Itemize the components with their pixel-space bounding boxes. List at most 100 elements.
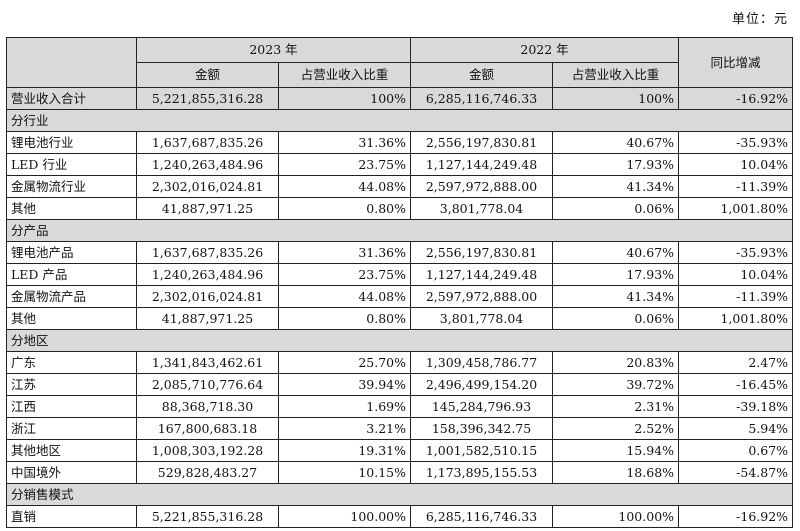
amount-2022: 2,597,972,888.00 [410,285,554,308]
row-label: LED 行业 [6,153,137,176]
share-2022: 41.34% [552,175,680,198]
yoy-change: 2.47% [678,351,794,374]
row-label: 金属物流行业 [6,175,137,198]
yoy-change: -16.92% [678,87,794,110]
section-header-row: 分产品 [5,219,794,242]
row-label: 营业收入合计 [6,87,137,110]
share-2022: 17.93% [552,263,680,286]
amount-2022: 145,284,796.93 [410,395,554,418]
yoy-change: 0.67% [678,439,794,462]
header-year-2022: 2022 年 [410,37,680,63]
header-share-2023: 占营业收入比重 [277,62,412,88]
section-title: 分地区 [5,329,794,352]
section-title: 分销售模式 [5,483,794,506]
header-row-years: 2023 年 2022 年 同比增减 [6,37,794,88]
share-2022: 17.93% [552,153,680,176]
table-row: 金属物流行业 2,302,016,024.81 44.08% 2,597,972,88… [6,175,794,198]
amount-2022: 1,127,144,249.48 [410,153,554,176]
amount-2023: 1,008,303,192.28 [136,439,279,462]
amount-2022: 1,127,144,249.48 [410,263,554,286]
amount-2023: 5,221,855,316.28 [136,505,279,528]
yoy-change: 1,001.80% [678,307,794,330]
amount-2023: 167,800,683.18 [136,417,279,440]
share-2022: 41.34% [552,285,680,308]
amount-2023: 2,302,016,024.81 [136,175,279,198]
yoy-change: -35.93% [678,131,794,154]
yoy-change: -11.39% [678,175,794,198]
yoy-change: 10.04% [678,153,794,176]
share-2023: 0.80% [277,197,412,220]
revenue-table: 2023 年 2022 年 同比增减 金额 占营业收入比重 金额 占营业收入比重… [5,37,794,528]
amount-2022: 2,556,197,830.81 [410,131,554,154]
header-share-2022: 占营业收入比重 [552,62,680,88]
table-row: 江西 88,368,718.30 1.69% 145,284,796.93 2.31% -… [6,395,794,418]
row-label: 中国境外 [6,461,137,484]
amount-2023: 41,887,971.25 [136,307,279,330]
share-2022: 100.00% [552,505,680,528]
row-label: 浙江 [6,417,137,440]
table-row: 浙江 167,800,683.18 3.21% 158,396,342.75 2.52%… [6,417,794,440]
yoy-change: -11.39% [678,285,794,308]
yoy-change: -54.87% [678,461,794,484]
table-row: LED 行业 1,240,263,484.96 23.75% 1,127,144,24… [6,153,794,176]
share-2023: 25.70% [277,351,412,374]
amount-2023: 1,637,687,835.26 [136,241,279,264]
table-row: 其他 41,887,971.25 0.80% 3,801,778.04 0.06% 1,0… [6,307,794,330]
yoy-change: -39.18% [678,395,794,418]
row-label: 直销 [6,505,137,528]
row-label: 其他 [6,197,137,220]
yoy-change: 1,001.80% [678,197,794,220]
share-2023: 1.69% [277,395,412,418]
share-2022: 18.68% [552,461,680,484]
table-row: 锂电池产品 1,637,687,835.26 31.36% 2,556,197,830… [6,241,794,264]
amount-2023: 1,637,687,835.26 [136,131,279,154]
share-2023: 39.94% [277,373,412,396]
row-label: 其他 [6,307,137,330]
share-2022: 2.31% [552,395,680,418]
share-2022: 0.06% [552,197,680,220]
table-row: 金属物流产品 2,302,016,024.81 44.08% 2,597,972,88… [6,285,794,308]
total-row: 营业收入合计 5,221,855,316.28 100% 6,285,116,7… [6,87,794,110]
header-year-2023: 2023 年 [135,37,412,63]
table-row: 锂电池行业 1,637,687,835.26 31.36% 2,556,197,830… [6,131,794,154]
share-2023: 100.00% [277,505,412,528]
share-2022: 0.06% [552,307,680,330]
table-row: LED 产品 1,240,263,484.96 23.75% 1,127,144,24… [6,263,794,286]
row-label: 广东 [6,351,137,374]
header-corner [6,37,137,88]
amount-2023: 88,368,718.30 [136,395,279,418]
header-amount-2022: 金额 [410,62,554,88]
row-label: 江苏 [6,373,137,396]
section-header-row: 分地区 [5,329,794,352]
share-2022: 20.83% [552,351,680,374]
amount-2022: 2,556,197,830.81 [410,241,554,264]
table-row: 其他地区 1,008,303,192.28 19.31% 1,001,582,510.… [6,439,794,462]
amount-2022: 2,597,972,888.00 [410,175,554,198]
table-row: 广东 1,341,843,462.61 25.70% 1,309,458,786.77… [6,351,794,374]
header-row-columns: 金额 占营业收入比重 金额 占营业收入比重 [7,62,793,88]
header-yoy: 同比增减 [678,37,794,88]
amount-2023: 2,302,016,024.81 [136,285,279,308]
share-2023: 23.75% [277,153,412,176]
share-2023: 44.08% [277,285,412,308]
share-2022: 15.94% [552,439,680,462]
share-2022: 40.67% [552,241,680,264]
table-row: 其他 41,887,971.25 0.80% 3,801,778.04 0.06% 1,0… [6,197,794,220]
amount-2022: 1,001,582,510.15 [410,439,554,462]
share-2022: 100% [552,87,680,110]
row-label: 锂电池行业 [6,131,137,154]
amount-2022: 3,801,778.04 [410,307,554,330]
amount-2023: 2,085,710,776.64 [136,373,279,396]
share-2023: 19.31% [277,439,412,462]
amount-2023: 1,341,843,462.61 [136,351,279,374]
amount-2022: 3,801,778.04 [410,197,554,220]
amount-2022: 2,496,499,154.20 [410,373,554,396]
amount-2022: 6,285,116,746.33 [410,87,554,110]
amount-2023: 1,240,263,484.96 [136,153,279,176]
share-2023: 31.36% [277,131,412,154]
unit-label: 单位：元 [731,12,788,27]
yoy-change: 10.04% [678,263,794,286]
share-2022: 40.67% [552,131,680,154]
row-label: 金属物流产品 [6,285,137,308]
section-title: 分产品 [5,219,794,242]
